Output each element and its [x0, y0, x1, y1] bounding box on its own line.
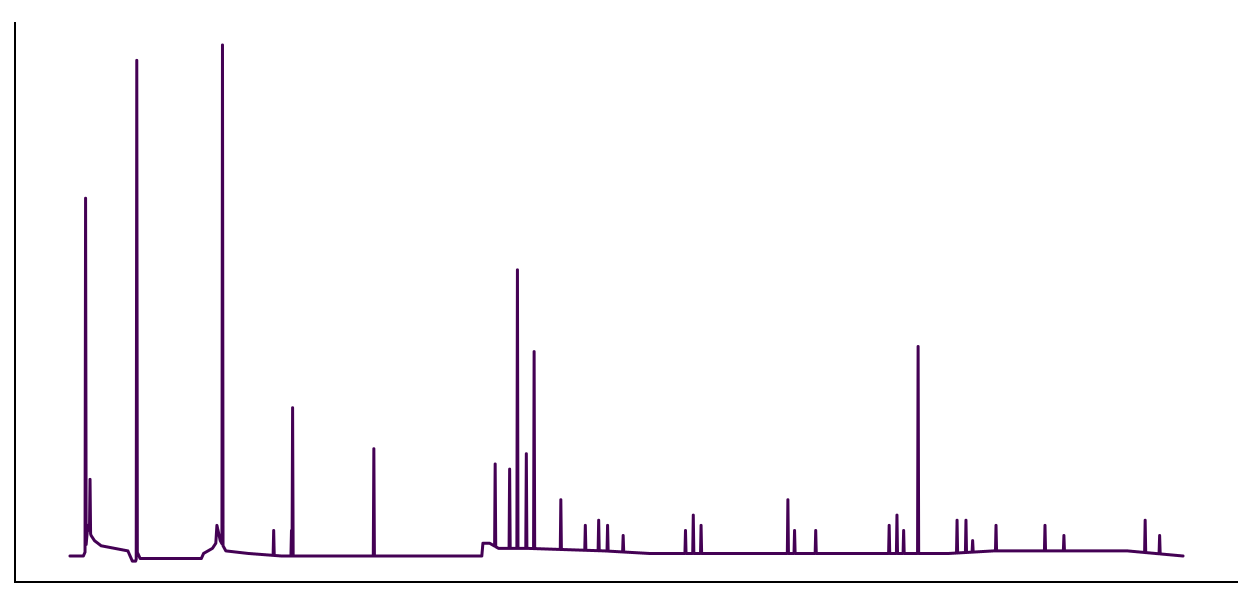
plot-area — [68, 43, 1185, 563]
series-line — [68, 43, 1185, 563]
